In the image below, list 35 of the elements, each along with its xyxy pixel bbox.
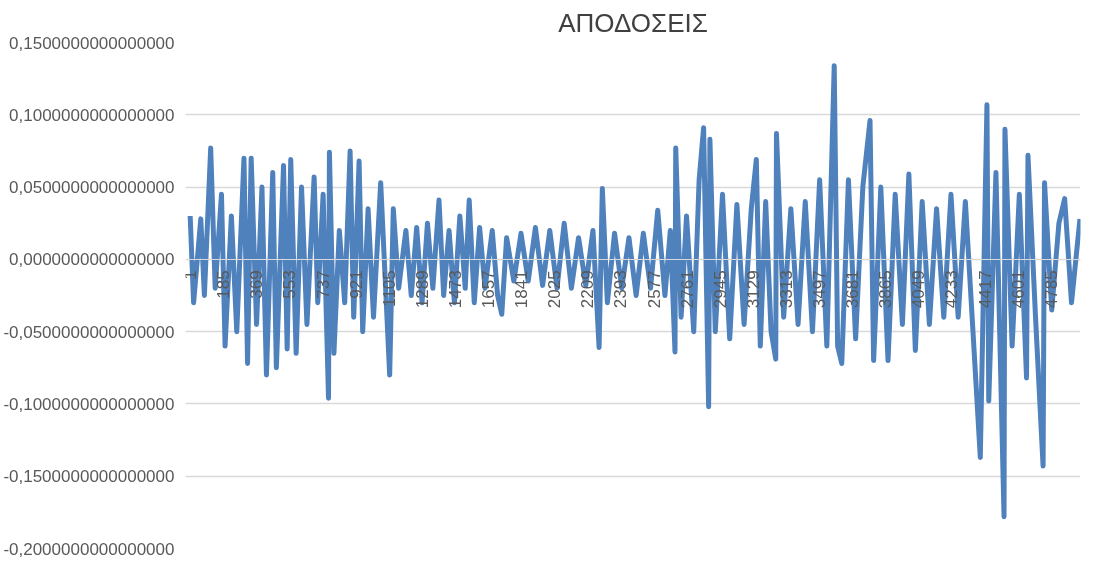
y-tick-label: -0,1500000000000000	[3, 467, 175, 487]
x-tick-label: 3129	[743, 270, 763, 309]
x-tick-label: 3497	[810, 270, 830, 309]
y-tick-label: -0,2000000000000000	[3, 539, 175, 559]
y-tick-label: 0,0500000000000000	[9, 178, 175, 198]
x-tick-label: 3865	[876, 270, 896, 309]
y-tick-label: 0,1000000000000000	[9, 105, 175, 125]
y-tick-label: -0,1000000000000000	[3, 394, 175, 414]
x-tick-label: 1657	[479, 270, 499, 309]
x-tick-label: 921	[346, 270, 366, 299]
y-tick-label: 0,0000000000000000	[9, 250, 175, 270]
x-tick-label: 4785	[1041, 270, 1061, 309]
x-tick-label: 553	[280, 270, 300, 299]
x-tick-label: 1289	[412, 270, 432, 309]
x-tick-label: 369	[247, 270, 267, 299]
x-tick-label: 1473	[445, 270, 465, 309]
y-tick-label: 0,1500000000000000	[9, 33, 175, 53]
y-tick-label: -0,0500000000000000	[3, 322, 175, 342]
x-tick-label: 2209	[578, 270, 598, 309]
x-tick-label: 1105	[379, 270, 399, 307]
x-tick-label: 2393	[611, 270, 631, 309]
x-tick-label: 3313	[777, 270, 796, 309]
x-tick-label: 4233	[942, 270, 962, 309]
x-tick-label: 1841	[512, 270, 532, 309]
x-tick-label: 737	[313, 270, 333, 299]
x-tick-label: 4049	[909, 270, 929, 309]
x-tick-label: 185	[214, 270, 234, 299]
x-tick-label: 3681	[843, 270, 863, 309]
x-tick-label: 2025	[545, 270, 565, 309]
x-tick-label: 2945	[710, 270, 730, 309]
x-tick-label: 4417	[975, 270, 995, 309]
x-tick-label: 2577	[644, 270, 664, 309]
x-tick-label: 4601	[1008, 270, 1028, 309]
x-tick-label: 2761	[677, 270, 697, 309]
chart-title: ΑΠΟΔΟΣΕΙΣ	[558, 7, 708, 38]
